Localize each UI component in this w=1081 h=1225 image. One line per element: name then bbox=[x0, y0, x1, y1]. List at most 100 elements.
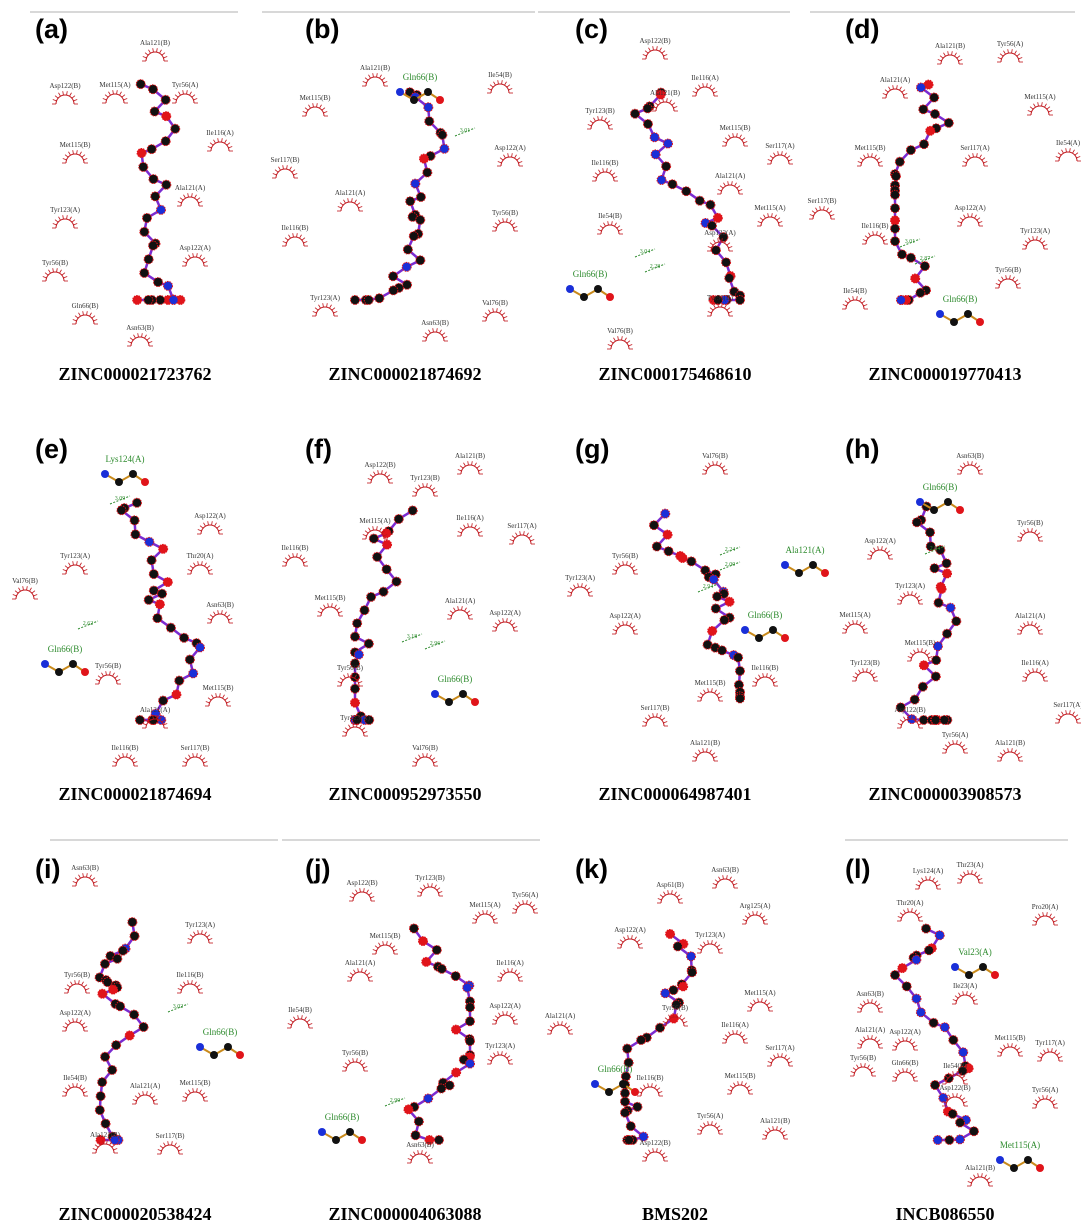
hydrophobic-spoke bbox=[93, 881, 98, 884]
hydrophobic-spoke bbox=[1043, 676, 1048, 679]
hydrophobic-spoke bbox=[192, 253, 194, 258]
hydrophobic-spoke bbox=[762, 673, 764, 678]
hydrophobic-spoke bbox=[663, 721, 668, 724]
atom bbox=[236, 1051, 244, 1059]
hydrophobic-spoke bbox=[844, 300, 849, 304]
hydrophobic-spoke bbox=[282, 241, 287, 244]
atom bbox=[919, 261, 930, 272]
hydrophobic-spoke bbox=[606, 120, 611, 124]
hydrophobic-arc bbox=[615, 564, 635, 575]
hydrophobic-spoke bbox=[14, 590, 19, 594]
atom bbox=[930, 715, 941, 725]
atom bbox=[591, 1080, 599, 1088]
hydrophobic-spoke bbox=[671, 102, 676, 106]
atom bbox=[1010, 1164, 1018, 1172]
hydrophobic-spoke bbox=[657, 898, 662, 901]
hydrophobic-spoke bbox=[196, 984, 201, 988]
hydrophobic-arc bbox=[885, 88, 905, 99]
hydrophobic-spoke bbox=[616, 225, 621, 229]
hydrophobic-spoke bbox=[54, 95, 59, 99]
atom bbox=[415, 214, 426, 225]
hydrophobic-spoke bbox=[607, 221, 609, 226]
hydrophobic-spoke bbox=[1014, 279, 1019, 283]
hydrophobic-spoke bbox=[149, 1092, 152, 1097]
residue-label: Tyr123(B) bbox=[410, 474, 440, 482]
residue-label: Asp122(B) bbox=[639, 37, 671, 45]
hydrophobic-spoke bbox=[192, 1088, 194, 1093]
atom bbox=[422, 167, 433, 178]
hydrophobic-spoke bbox=[226, 142, 231, 146]
hydrophobic-spoke bbox=[381, 470, 383, 475]
hydrophobic-arc bbox=[75, 314, 95, 325]
hydrophobic-spoke bbox=[133, 761, 138, 764]
hydrophobic-spoke bbox=[178, 1149, 183, 1152]
hydrophobic-spoke bbox=[482, 910, 484, 915]
hydrophobic-spoke bbox=[338, 611, 343, 614]
hydrophobic-spoke bbox=[934, 880, 939, 884]
ligand bbox=[895, 501, 962, 725]
hydrophobic-spoke bbox=[863, 628, 868, 631]
hydrophobic-spoke bbox=[188, 1089, 191, 1094]
hydrophobic-spoke bbox=[1016, 752, 1021, 756]
hydrophobic-spoke bbox=[511, 535, 516, 539]
hydrophobic-spoke bbox=[372, 73, 374, 78]
atom bbox=[735, 665, 745, 676]
residue-label: Ala121(A) bbox=[545, 1012, 576, 1020]
hydrophobic-spoke bbox=[361, 968, 363, 973]
hydrophobic-arc bbox=[1058, 151, 1078, 162]
hydrophobic-arc bbox=[960, 216, 980, 227]
residue-label: Ser117(A) bbox=[960, 144, 990, 152]
hydrophobic-spoke bbox=[72, 561, 74, 566]
hydrophobic-spoke bbox=[869, 1067, 874, 1071]
atom bbox=[424, 116, 435, 127]
hydrophobic-spoke bbox=[493, 81, 496, 86]
hydrophobic-arc bbox=[725, 1033, 745, 1044]
hydrophobic-spoke bbox=[188, 754, 191, 759]
hydrophobic-spoke bbox=[577, 583, 579, 588]
ligand bbox=[350, 87, 450, 305]
hydrophobic-spoke bbox=[422, 753, 424, 758]
hydrophobic-spoke bbox=[976, 874, 981, 878]
hydrophobic-spoke bbox=[867, 153, 869, 158]
hydrophobic-spoke bbox=[82, 311, 84, 316]
hydrophobic-spoke bbox=[331, 603, 333, 608]
residue-label: Ser117(A) bbox=[507, 522, 537, 530]
hydrophobic-spoke bbox=[476, 527, 481, 531]
hydrophobic-spoke bbox=[81, 981, 84, 986]
hydrophobic-spoke bbox=[201, 257, 206, 261]
hydrophobic-spoke bbox=[174, 94, 179, 98]
residue-label: Ala121(B) bbox=[455, 452, 486, 460]
residue-label: Met115(B) bbox=[720, 124, 752, 132]
distance-label: 2.24 bbox=[725, 547, 736, 553]
atom bbox=[933, 597, 944, 608]
atom bbox=[445, 698, 453, 706]
hydrophobic-spoke bbox=[357, 968, 359, 973]
hydrophobic-arc bbox=[415, 756, 435, 767]
atom bbox=[402, 279, 413, 290]
hydrophobic-spoke bbox=[699, 1125, 704, 1129]
hydrophobic-spoke bbox=[614, 565, 619, 569]
hydrophobic-spoke bbox=[196, 1088, 198, 1093]
hydrophobic-spoke bbox=[679, 1014, 682, 1019]
hydrophobic-spoke bbox=[370, 896, 375, 899]
hydrophobic-arc bbox=[512, 534, 532, 545]
hydrophobic-spoke bbox=[959, 217, 964, 221]
atom bbox=[901, 981, 912, 992]
hydrophobic-spoke bbox=[174, 1142, 177, 1147]
hydrophobic-spoke bbox=[997, 1051, 1002, 1054]
atom bbox=[925, 125, 936, 136]
hydrophobic-spoke bbox=[916, 719, 921, 723]
hydrophobic-spoke bbox=[857, 1043, 862, 1046]
hydrophobic-spoke bbox=[629, 562, 632, 567]
hydrophobic-spoke bbox=[533, 908, 538, 911]
hydrophobic-spoke bbox=[1011, 748, 1013, 753]
hydrophobic-spoke bbox=[272, 173, 277, 176]
hydrophobic-spoke bbox=[788, 1061, 793, 1064]
hydrophobic-spoke bbox=[723, 469, 728, 472]
hydrophobic-spoke bbox=[339, 202, 344, 206]
hydrophobic-spoke bbox=[199, 254, 202, 259]
hydrophobic-arc bbox=[595, 171, 615, 182]
hydrophobic-spoke bbox=[318, 304, 321, 309]
hydrophobic-spoke bbox=[474, 462, 477, 467]
hydrophobic-spoke bbox=[984, 1174, 987, 1179]
